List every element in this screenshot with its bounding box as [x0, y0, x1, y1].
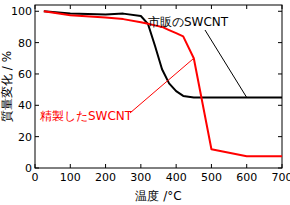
- y-tick-label: 60: [18, 68, 32, 81]
- x-tick: [140, 5, 141, 9]
- label-leader: [205, 30, 247, 97]
- y-tick: [278, 105, 282, 106]
- x-tick: [140, 164, 141, 168]
- y-tick: [278, 11, 282, 12]
- x-tick-label: 600: [236, 171, 257, 184]
- x-tick: [211, 164, 212, 168]
- y-tick: [278, 168, 282, 169]
- y-tick-label: 80: [18, 37, 32, 50]
- x-tick: [105, 5, 106, 9]
- y-tick: [35, 105, 39, 106]
- x-tick: [246, 164, 247, 168]
- x-tick-label: 200: [95, 171, 116, 184]
- series-label: 精製したSWCNT: [40, 109, 133, 123]
- y-tick: [35, 136, 39, 137]
- x-tick: [282, 164, 283, 168]
- x-tick-label: 700: [272, 171, 290, 184]
- x-tick-label: 100: [60, 171, 81, 184]
- y-tick: [278, 42, 282, 43]
- x-tick: [70, 164, 71, 168]
- x-tick: [246, 5, 247, 9]
- chart-root: 0 100 200 300 400 500 600 700 0 20 40 60 80 100 温度 /°C…: [0, 0, 290, 205]
- x-tick: [282, 5, 283, 9]
- plot-area: [44, 11, 282, 156]
- series-label: 市販のSWCNT: [148, 15, 229, 29]
- x-tick: [211, 5, 212, 9]
- y-tick: [35, 11, 39, 12]
- x-tick: [35, 5, 36, 9]
- y-tick-label: 40: [18, 99, 32, 112]
- x-tick-label: 500: [201, 171, 222, 184]
- x-axis-label: 温度 /°C: [135, 189, 181, 203]
- x-tick-label: 0: [32, 171, 39, 184]
- x-tick: [176, 5, 177, 9]
- x-tick: [105, 164, 106, 168]
- y-tick: [35, 42, 39, 43]
- y-tick-label: 0: [25, 162, 32, 175]
- y-tick: [278, 73, 282, 74]
- x-tick: [70, 5, 71, 9]
- x-tick-label: 300: [130, 171, 151, 184]
- y-tick-label: 20: [18, 131, 32, 144]
- y-tick-label: 100: [11, 5, 32, 18]
- y-tick: [278, 136, 282, 137]
- series-line: [44, 11, 282, 156]
- label-leader: [130, 58, 194, 113]
- plot-frame: [35, 5, 282, 168]
- x-tick-label: 400: [166, 171, 187, 184]
- x-tick: [176, 164, 177, 168]
- y-tick: [35, 168, 39, 169]
- x-tick: [35, 164, 36, 168]
- y-tick: [35, 73, 39, 74]
- y-axis-label: 質量変化 / %: [0, 51, 14, 122]
- chart: 0 100 200 300 400 500 600 700 0 20 40 60 80 100 温度 /°C…: [0, 0, 290, 205]
